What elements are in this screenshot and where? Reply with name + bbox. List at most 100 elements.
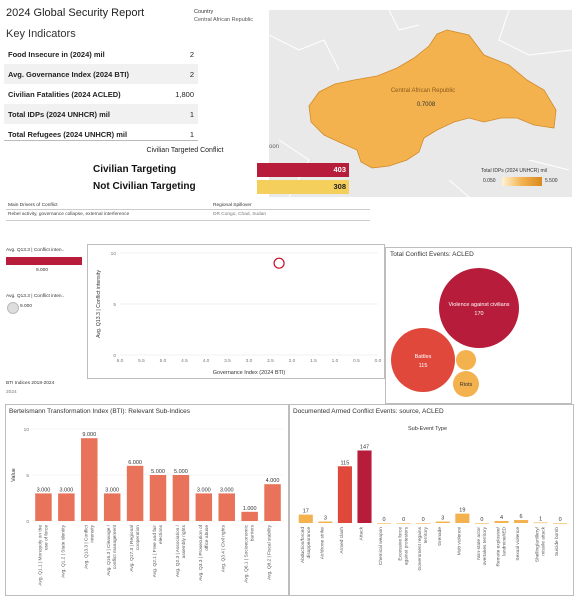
- kpi-label: Total Refugees (2024 UNHCR) mil: [8, 130, 128, 139]
- kpi-divider: [4, 140, 198, 141]
- central-african-republic-region[interactable]: [308, 29, 557, 169]
- civilian-targeting-label: Civilian Targeting: [93, 164, 177, 175]
- y-tick-label: 5: [26, 473, 29, 479]
- acled-panel-title: Documented Armed Conflict Events: source…: [293, 408, 444, 415]
- scatter-point[interactable]: [273, 257, 285, 269]
- x-tick-label: 1.0: [332, 358, 339, 364]
- acled-bar-chart[interactable]: 17 Abduction/forceddisappearance 3 Air/dron…: [290, 405, 573, 595]
- kpi-row[interactable]: Food Insecure in (2024) mil 2: [4, 44, 198, 64]
- bubble-label: Violence against civilians: [448, 302, 509, 308]
- key-indicators-title: Key Indicators: [6, 28, 76, 40]
- report-title: 2024 Global Security Report: [6, 7, 145, 19]
- acled-category-label: Air/drone strike: [319, 527, 325, 560]
- kpi-row[interactable]: Total Refugees (2024 UNHCR) mil 1: [4, 124, 198, 144]
- sub-event-type-label: Sub-Event Type: [408, 426, 448, 432]
- bubble-violence-against-civilians[interactable]: [439, 268, 519, 348]
- color-legend-title: Avg. Q13.3 | Conflict inten..: [6, 248, 65, 253]
- bti-panel-title: Bertelsmann Transformation Index (BTI): …: [9, 408, 190, 415]
- acled-category-label: Government regainsterritory: [417, 526, 429, 570]
- bti-bar[interactable]: [35, 493, 52, 521]
- bti-bar[interactable]: [58, 493, 75, 521]
- civilian-targeting-row[interactable]: Civilian Targeting 403: [90, 163, 349, 177]
- acled-category-label: Abduction/forceddisappearance: [300, 527, 312, 563]
- bti-bar-value: 9.000: [82, 432, 96, 438]
- acled-bar[interactable]: [318, 521, 333, 523]
- acled-bar[interactable]: [553, 523, 568, 524]
- map-legend-max: 5.500: [545, 178, 558, 184]
- acled-bar[interactable]: [514, 520, 529, 523]
- acled-bar[interactable]: [298, 514, 313, 523]
- kpi-value: 2: [189, 70, 194, 79]
- not-civilian-targeting-row[interactable]: Not Civilian Targeting 308: [90, 180, 349, 194]
- bubble-riots[interactable]: [453, 371, 479, 397]
- y-axis-title: Avg. Q13.3 | Conflict intensity: [96, 270, 102, 338]
- bti-bar-value: 3.000: [197, 487, 211, 493]
- x-tick-label: 6.0: [117, 358, 124, 364]
- civilian-targeting-bar[interactable]: 403: [257, 163, 349, 177]
- acled-bar[interactable]: [377, 523, 392, 524]
- bubble-chart[interactable]: Violence against civilians 170 Battles 1…: [386, 248, 571, 403]
- y-tick-label: 5: [113, 302, 116, 308]
- bti-category-label: Avg. Q6.1 | Socioeconomicbarriers: [244, 524, 256, 582]
- bti-bar[interactable]: [264, 484, 281, 521]
- color-legend-swatch: [6, 257, 82, 265]
- color-legend-value: 9.000: [36, 268, 49, 273]
- acled-bar[interactable]: [494, 521, 509, 523]
- bti-bar[interactable]: [172, 475, 190, 521]
- bubble-battles[interactable]: [391, 328, 455, 392]
- bti-bar-value: 5.000: [174, 469, 188, 475]
- scatter-chart[interactable]: 0 5 10 6.0 5.5 5.0 4.5 4.0 3.5 3.0 2.5 2.0 1.5 1.0 0.5…: [88, 245, 384, 378]
- acled-bar-value: 3: [441, 516, 444, 522]
- bti-bar-chart[interactable]: 0 5 10 Value 3.000 Avg. Q1.1 | Monopoly on th…: [6, 405, 288, 595]
- not-civilian-targeting-bar[interactable]: 308: [257, 180, 349, 194]
- bubble-small[interactable]: [456, 350, 476, 370]
- acled-bar[interactable]: [396, 523, 411, 524]
- bti-category-label: Avg. Q3.3 | Prosecution ofoffice abuse: [198, 524, 210, 580]
- acled-bar[interactable]: [416, 523, 431, 524]
- kpi-row[interactable]: Avg. Governance Index (2024 BTI) 2: [4, 64, 198, 84]
- acled-bar[interactable]: [435, 521, 450, 523]
- bti-bar-value: 3.000: [105, 487, 119, 493]
- kpi-row[interactable]: Total IDPs (2024 UNHCR) mil 1: [4, 104, 198, 124]
- acled-bar-value: 17: [303, 509, 309, 515]
- bti-bar[interactable]: [81, 438, 98, 521]
- x-tick-label: 5.5: [138, 358, 145, 364]
- acled-category-label: Suicide bomb: [554, 527, 560, 556]
- drivers-divider: [6, 209, 370, 210]
- bti-bar[interactable]: [149, 475, 167, 521]
- acled-bar[interactable]: [357, 450, 372, 523]
- acled-bar[interactable]: [533, 522, 548, 524]
- bti-bar[interactable]: [195, 493, 213, 521]
- acled-bar-value: 0: [422, 517, 425, 523]
- bubble-panel: Total Conflict Events: ACLED Violence ag…: [385, 247, 572, 404]
- y-axis-title: Value: [11, 468, 17, 482]
- bti-bar[interactable]: [218, 493, 235, 521]
- bti-bar[interactable]: [126, 465, 144, 521]
- drivers-divider-bottom: [6, 220, 370, 221]
- acled-bar-value: 0: [480, 517, 483, 523]
- acled-category-label: Excessive forceagainst protesters: [398, 526, 410, 565]
- bti-category-label: Avg. Q1.1 | Monopoly on theuse of force: [37, 525, 49, 586]
- acled-bar[interactable]: [455, 513, 470, 523]
- bti-category-label: Avg. Q3.4 | Civil rights: [221, 524, 227, 572]
- bti-bar-value: 3.000: [220, 487, 234, 493]
- map-legend-gradient: [502, 177, 542, 186]
- bubble-value: 170: [474, 311, 483, 317]
- acled-bar-value: 0: [383, 517, 386, 523]
- acled-category-label: Armed clash: [339, 527, 345, 554]
- kpi-row[interactable]: Civilian Fatalities (2024 ACLED) 1,800: [4, 84, 198, 104]
- acled-bar-value: 115: [341, 460, 350, 466]
- x-tick-label: 0.5: [353, 358, 360, 364]
- y-tick-label: 10: [24, 427, 30, 433]
- bti-bar[interactable]: [103, 493, 121, 521]
- not-civilian-targeting-value: 308: [333, 182, 346, 191]
- bti-bar[interactable]: [241, 511, 258, 521]
- x-tick-label: 2.0: [289, 358, 296, 364]
- map-country-name: Central African Republic: [391, 88, 455, 94]
- acled-bar[interactable]: [337, 466, 352, 523]
- country-value[interactable]: Central African Republic: [194, 17, 254, 23]
- acled-bar[interactable]: [474, 523, 489, 524]
- acled-bar-value: 6: [520, 514, 523, 520]
- kpi-value: 1: [189, 130, 194, 139]
- spillover-value: DR Congo, Chad, Sudan: [213, 212, 267, 217]
